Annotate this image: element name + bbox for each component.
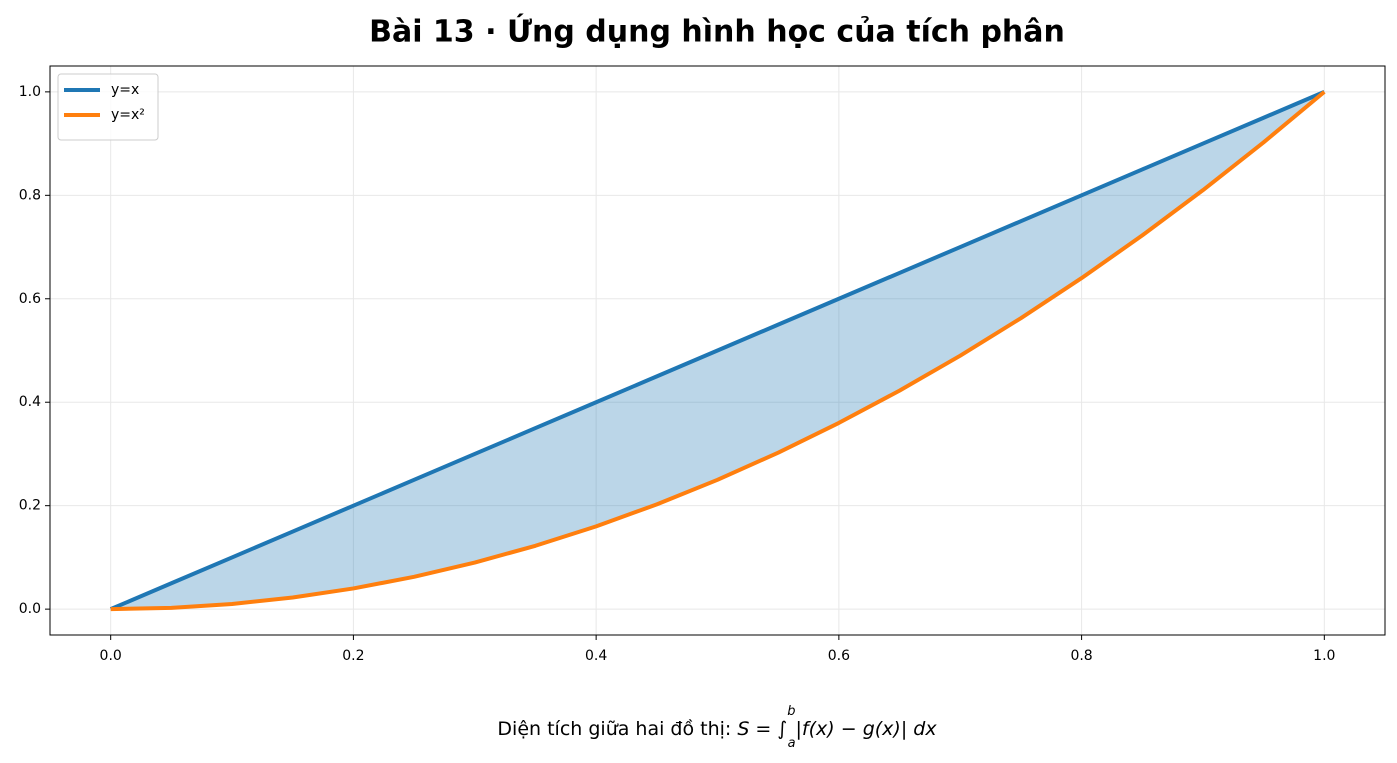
x-tick-label: 1.0 xyxy=(1313,648,1335,664)
x-tick-label: 0.2 xyxy=(342,648,364,664)
y-tick-label: 0.2 xyxy=(19,498,41,514)
caption-prefix: Diện tích giữa hai đồ thị: xyxy=(497,718,731,740)
y-tick-label: 1.0 xyxy=(19,84,41,100)
x-tick-label: 0.0 xyxy=(100,648,122,664)
x-tick-label: 0.8 xyxy=(1070,648,1092,664)
chart-title: Bài 13 · Ứng dụng hình học của tích phân xyxy=(369,13,1065,50)
legend-label: y=x xyxy=(111,82,139,98)
x-tick-label: 0.6 xyxy=(828,648,850,664)
series-line xyxy=(110,90,1326,612)
y-tick-label: 0.4 xyxy=(19,394,41,410)
caption-upper: b xyxy=(787,704,795,719)
y-tick-label: 0.6 xyxy=(19,291,41,307)
caption-integrand: |f(x) − g(x)| dx xyxy=(796,718,938,740)
caption-lhs: S = ∫ xyxy=(737,718,787,740)
x-tick-label: 0.4 xyxy=(585,648,607,664)
y-tick-label: 0.8 xyxy=(19,187,41,203)
legend-label: y=x² xyxy=(111,107,145,123)
plot-frame xyxy=(49,65,1386,636)
series-line xyxy=(109,90,1326,611)
y-tick-label: 0.0 xyxy=(19,601,41,617)
caption-lower: a xyxy=(788,736,796,751)
caption: Diện tích giữa hai đồ thị: S = ∫b a|f(x) −… xyxy=(497,704,937,751)
